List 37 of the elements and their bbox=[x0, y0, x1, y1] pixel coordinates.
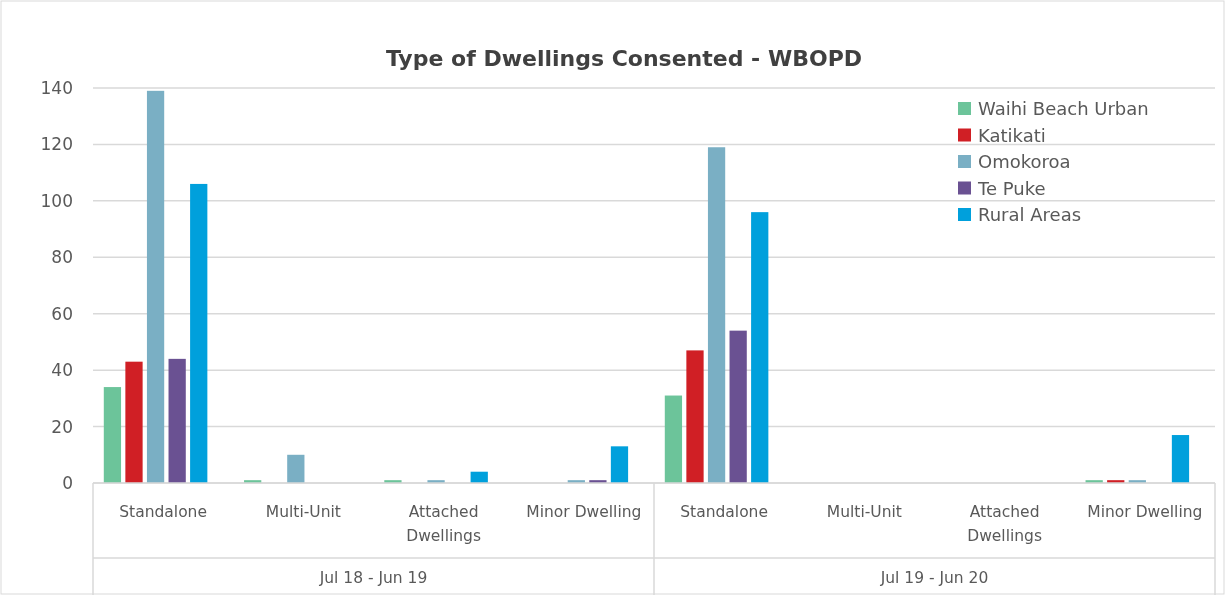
text: Jul 18 - Jun 19 bbox=[318, 569, 428, 587]
y-tick-label: 100 bbox=[40, 190, 73, 211]
legend-label: Omokoroa bbox=[978, 151, 1071, 173]
x-tick-label: Minor Dwelling bbox=[1087, 503, 1203, 521]
bar bbox=[686, 350, 704, 483]
bar bbox=[287, 454, 305, 483]
x-tick-label: Attached Dwellings bbox=[967, 503, 1043, 545]
bar bbox=[751, 212, 769, 483]
chart-title: Type of Dwellings Consented - WBOPD bbox=[385, 46, 863, 71]
bar bbox=[168, 358, 186, 483]
x-tick-label: Standalone bbox=[119, 503, 207, 521]
y-tick-label: 80 bbox=[51, 247, 73, 268]
text: Jul 19 - Jun 20 bbox=[879, 569, 989, 587]
y-tick-label: 60 bbox=[51, 303, 73, 324]
x-tick-label: Standalone bbox=[680, 503, 768, 521]
bar bbox=[707, 147, 726, 483]
legend-label: Waihi Beach Urban bbox=[978, 98, 1149, 120]
bar bbox=[103, 387, 122, 483]
y-tick-label: 40 bbox=[51, 360, 73, 381]
x-tick-label: Multi-Unit bbox=[265, 503, 341, 521]
legend-label: Te Puke bbox=[977, 177, 1046, 199]
bar bbox=[729, 330, 747, 483]
bar bbox=[1171, 435, 1190, 483]
y-tick-label: 0 bbox=[62, 472, 73, 493]
bar bbox=[664, 395, 683, 483]
y-tick-label: 120 bbox=[40, 134, 73, 155]
x-tick-label: Attached Dwellings bbox=[406, 503, 482, 545]
bar bbox=[125, 361, 143, 483]
x-tick-label: Minor Dwelling bbox=[526, 503, 642, 521]
bar bbox=[146, 90, 165, 483]
y-tick-label: 20 bbox=[51, 416, 73, 437]
bar bbox=[190, 183, 208, 483]
y-tick-label: 140 bbox=[40, 77, 73, 98]
bar bbox=[610, 446, 629, 483]
legend-label: Rural Areas bbox=[978, 204, 1082, 226]
legend-label: Katikati bbox=[978, 124, 1046, 146]
x-tick-label: Multi-Unit bbox=[826, 503, 902, 521]
